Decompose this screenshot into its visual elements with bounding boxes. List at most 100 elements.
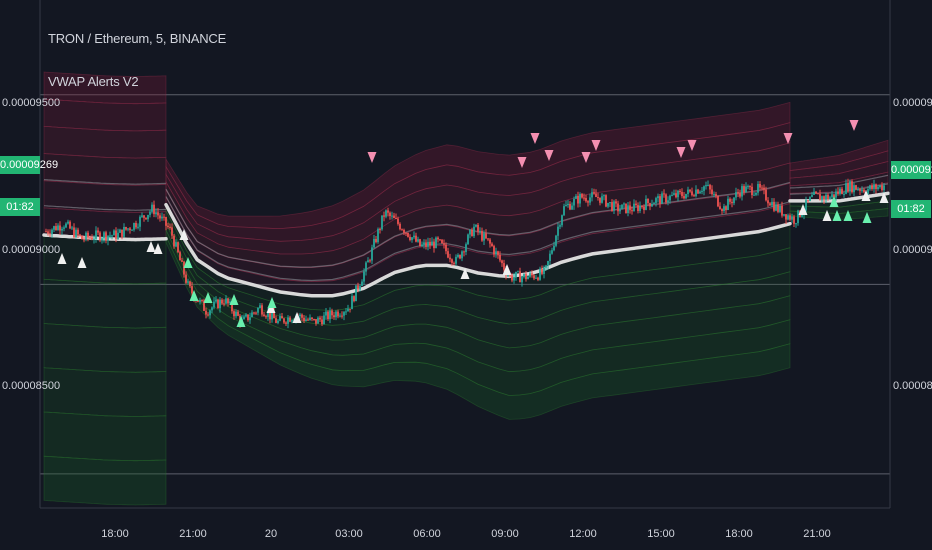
candle-body	[235, 311, 237, 317]
candle-body	[279, 316, 281, 321]
candle-body	[461, 251, 463, 259]
x-tick-2: 21:00	[179, 528, 207, 540]
candle-body	[127, 228, 129, 230]
candle-body	[463, 251, 465, 253]
candle-body	[831, 194, 833, 198]
candle-body	[581, 194, 583, 198]
sell-alert-marker	[581, 152, 591, 163]
candle-body	[477, 224, 479, 232]
candle-body	[613, 201, 615, 211]
candle-body	[115, 230, 117, 239]
candle-body	[873, 184, 875, 190]
session2-upper-band-5	[165, 122, 791, 242]
vwap-cross-marker	[879, 192, 889, 203]
candle-body	[717, 195, 719, 207]
candle-body	[207, 314, 209, 316]
vwap-cross-marker	[822, 210, 832, 221]
candle-body	[361, 281, 363, 286]
candle-body	[845, 183, 847, 194]
candle-body	[563, 206, 565, 216]
buy-alert-marker	[183, 257, 193, 268]
candle-body	[285, 322, 287, 324]
alert-markers	[57, 120, 889, 327]
sell-alert-marker	[591, 140, 601, 151]
candle-body	[211, 307, 213, 311]
candle-body	[221, 299, 223, 304]
session1-lower-band-2	[43, 278, 167, 329]
candle-body	[597, 197, 599, 198]
candle-body	[125, 227, 127, 230]
candle-body	[121, 229, 123, 237]
session1-inner-line-0	[43, 205, 166, 211]
candle-body	[95, 230, 97, 239]
candle-body	[257, 308, 259, 313]
candle-body	[743, 186, 745, 193]
sell-alert-marker	[783, 133, 793, 144]
sell-alert-marker	[367, 152, 377, 163]
candle-body	[627, 205, 629, 213]
candle-body	[265, 316, 267, 318]
candle-body	[821, 196, 823, 201]
candle-body	[567, 203, 569, 205]
candle-body	[731, 201, 733, 204]
candle-body	[75, 229, 77, 238]
buy-alert-marker	[189, 290, 199, 301]
session2-upper-band-6	[165, 101, 791, 230]
candle-body	[759, 184, 761, 188]
x-tick-9: 18:00	[725, 528, 753, 540]
candle-body	[533, 275, 535, 279]
vwap-cross-marker	[861, 190, 871, 201]
candle-body	[205, 310, 207, 315]
session2-lower-band-4	[165, 223, 791, 373]
candle-body	[515, 271, 517, 278]
candle-body	[171, 227, 173, 236]
candle-body	[277, 320, 279, 323]
candle-body	[645, 198, 647, 210]
candle-body	[829, 197, 831, 200]
candle-body	[51, 229, 53, 235]
buy-alert-marker	[843, 210, 853, 221]
candle-body	[83, 239, 85, 241]
candle-body	[311, 317, 313, 319]
candle-body	[97, 230, 99, 233]
candle-body	[63, 227, 65, 229]
y-tick-right-2: 0.00009000	[893, 244, 932, 256]
candle-body	[549, 253, 551, 261]
candle-body	[443, 243, 445, 245]
candle-body	[867, 189, 869, 194]
candle-body	[363, 271, 365, 282]
candle-body	[375, 239, 377, 243]
candle-body	[123, 227, 125, 237]
candle-body	[147, 215, 149, 220]
candle-body	[875, 184, 877, 189]
candle-body	[649, 203, 651, 207]
candle-body	[879, 185, 881, 188]
candle-body	[491, 243, 493, 247]
candle-body	[421, 244, 423, 247]
candle-body	[715, 194, 717, 196]
candle-body	[187, 281, 189, 283]
candle-body	[61, 228, 63, 231]
candle-body	[177, 242, 179, 253]
candle-body	[157, 212, 159, 216]
candle-body	[739, 193, 741, 197]
candle-body	[367, 260, 369, 263]
candle-body	[609, 202, 611, 204]
candle-body	[517, 271, 519, 273]
candle-body	[91, 237, 93, 240]
candle-body	[789, 215, 791, 220]
candle-body	[849, 181, 851, 192]
candle-body	[165, 217, 167, 226]
candle-body	[811, 194, 813, 197]
candle-body	[741, 186, 743, 197]
candle-body	[59, 225, 61, 231]
candle-body	[391, 215, 393, 217]
candle-body	[509, 275, 511, 277]
candle-body	[379, 229, 381, 231]
candle-body	[169, 227, 171, 228]
y-tick-left-1: 0.00009500	[2, 97, 61, 109]
candle-body	[163, 216, 165, 218]
session2-lower-band-3	[165, 217, 791, 349]
candle-body	[101, 238, 103, 241]
